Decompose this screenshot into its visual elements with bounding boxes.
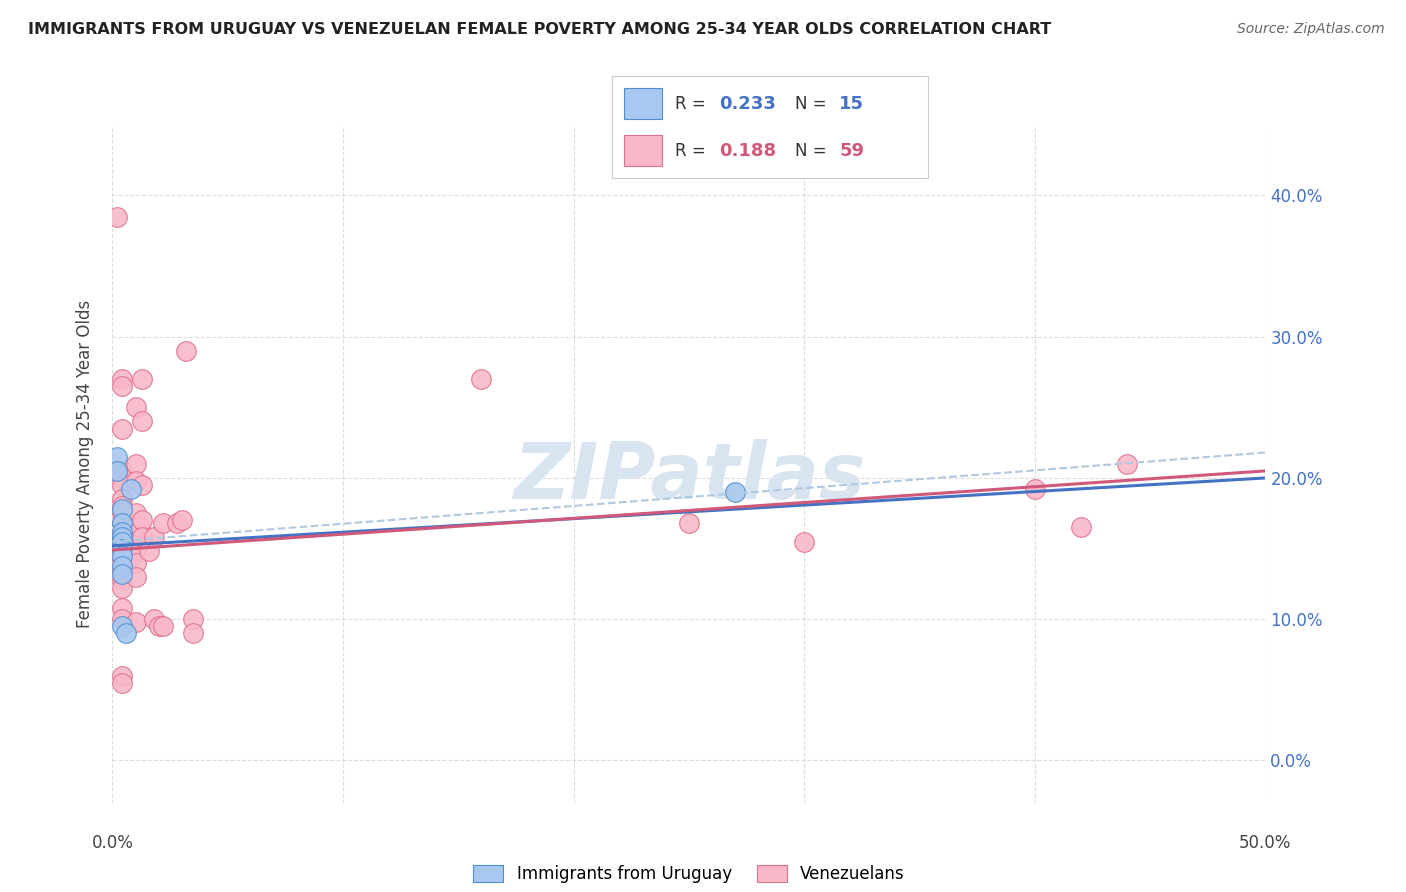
Point	[111, 541, 134, 556]
Point	[111, 558, 134, 573]
Point	[152, 516, 174, 530]
Point	[120, 549, 142, 563]
Point	[111, 573, 134, 587]
Point	[143, 612, 166, 626]
Point	[470, 372, 492, 386]
Point	[166, 516, 188, 530]
Point	[131, 478, 153, 492]
Point	[143, 530, 166, 544]
Point	[120, 483, 142, 497]
Text: 0.0%: 0.0%	[91, 834, 134, 852]
Point	[111, 502, 134, 516]
Point	[111, 372, 134, 386]
Text: 15: 15	[839, 95, 865, 112]
Point	[111, 379, 134, 393]
Point	[138, 544, 160, 558]
Point	[111, 563, 134, 577]
Point	[111, 478, 134, 492]
Point	[111, 669, 134, 683]
Text: ZIPatlas: ZIPatlas	[513, 440, 865, 516]
Point	[131, 372, 153, 386]
Point	[181, 626, 204, 640]
Point	[124, 570, 146, 584]
FancyBboxPatch shape	[624, 88, 662, 119]
Point	[111, 464, 134, 478]
Point	[174, 343, 197, 358]
Point	[111, 530, 134, 544]
Point	[111, 601, 134, 615]
Point	[111, 544, 134, 558]
Point	[724, 485, 747, 500]
Y-axis label: Female Poverty Among 25-34 Year Olds: Female Poverty Among 25-34 Year Olds	[76, 300, 94, 628]
Point	[111, 581, 134, 595]
Point	[111, 534, 134, 549]
Point	[181, 612, 204, 626]
Point	[111, 530, 134, 544]
Point	[148, 619, 170, 633]
Point	[111, 549, 134, 563]
Point	[124, 530, 146, 544]
Point	[124, 474, 146, 488]
Point	[1024, 483, 1046, 497]
Point	[152, 619, 174, 633]
Point	[129, 520, 152, 534]
Point	[111, 524, 134, 539]
Point	[678, 516, 700, 530]
Point	[131, 530, 153, 544]
Text: N =: N =	[796, 142, 832, 160]
Point	[105, 450, 128, 464]
Point	[105, 210, 128, 224]
Text: IMMIGRANTS FROM URUGUAY VS VENEZUELAN FEMALE POVERTY AMONG 25-34 YEAR OLDS CORRE: IMMIGRANTS FROM URUGUAY VS VENEZUELAN FE…	[28, 22, 1052, 37]
Point	[124, 615, 146, 629]
Point	[105, 464, 128, 478]
Text: 59: 59	[839, 142, 865, 160]
Point	[124, 401, 146, 415]
Point	[111, 516, 134, 530]
Text: Source: ZipAtlas.com: Source: ZipAtlas.com	[1237, 22, 1385, 37]
Legend: Immigrants from Uruguay, Venezuelans: Immigrants from Uruguay, Venezuelans	[467, 858, 911, 889]
Point	[111, 471, 134, 485]
Point	[111, 421, 134, 435]
Point	[115, 520, 138, 534]
Point	[111, 612, 134, 626]
Point	[131, 513, 153, 527]
Point	[124, 506, 146, 520]
FancyBboxPatch shape	[624, 136, 662, 166]
Point	[124, 457, 146, 471]
Point	[111, 675, 134, 690]
Point	[124, 520, 146, 534]
Text: 0.188: 0.188	[720, 142, 776, 160]
Point	[131, 415, 153, 429]
Text: 50.0%: 50.0%	[1239, 834, 1292, 852]
Text: N =: N =	[796, 95, 832, 112]
Point	[124, 556, 146, 570]
Point	[111, 553, 134, 567]
Point	[793, 534, 815, 549]
Point	[117, 534, 139, 549]
Point	[111, 516, 134, 530]
Point	[111, 506, 134, 520]
Point	[111, 492, 134, 507]
Text: R =: R =	[675, 142, 711, 160]
Point	[170, 513, 193, 527]
Point	[111, 500, 134, 514]
Point	[111, 619, 134, 633]
Text: R =: R =	[675, 95, 711, 112]
Point	[111, 524, 134, 539]
Point	[1116, 457, 1139, 471]
Point	[111, 534, 134, 549]
Point	[1070, 520, 1092, 534]
Point	[111, 567, 134, 582]
Text: 0.233: 0.233	[720, 95, 776, 112]
Point	[115, 626, 138, 640]
Point	[124, 541, 146, 556]
